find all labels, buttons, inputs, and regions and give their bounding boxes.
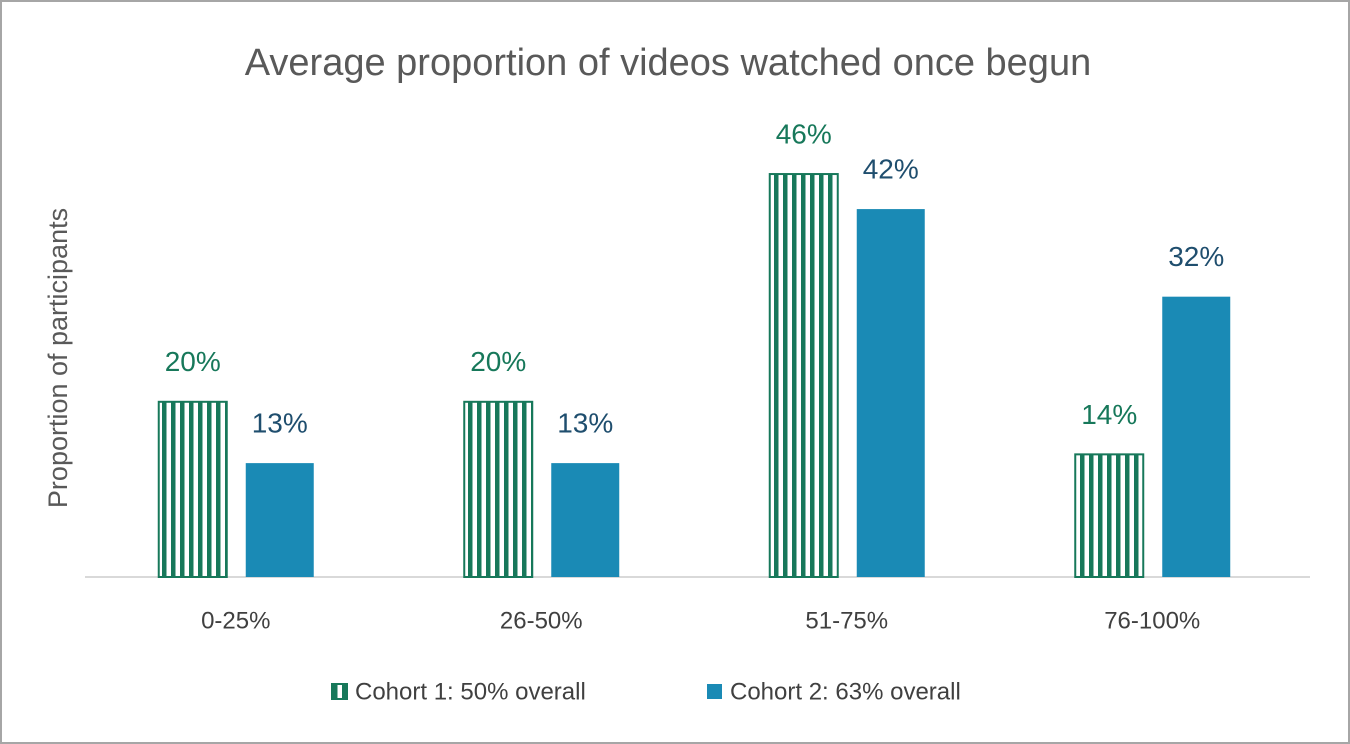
- bar: [1074, 453, 1145, 578]
- value-label: 20%: [470, 346, 526, 377]
- value-label: 13%: [252, 408, 308, 439]
- x-tick-label: 76-100%: [1104, 607, 1200, 634]
- value-label: 20%: [165, 346, 221, 377]
- bar: [856, 209, 925, 577]
- bar: [463, 400, 534, 578]
- legend-label: Cohort 1: 50% overall: [355, 678, 586, 705]
- chart-title: Average proportion of videos watched onc…: [245, 42, 1091, 84]
- bar: [1162, 296, 1231, 577]
- value-label: 46%: [776, 118, 832, 149]
- value-label: 32%: [1168, 241, 1224, 272]
- legend-swatch: [331, 683, 348, 700]
- bar: [245, 463, 314, 577]
- value-label: 14%: [1081, 399, 1137, 430]
- value-label: 13%: [557, 408, 613, 439]
- bar: [551, 463, 620, 577]
- legend-label: Cohort 2: 63% overall: [730, 678, 961, 705]
- x-tick-label: 0-25%: [201, 607, 270, 634]
- legend-swatch: [707, 684, 722, 699]
- bar: [157, 400, 228, 578]
- value-label: 42%: [863, 153, 919, 184]
- x-tick-label: 26-50%: [500, 607, 583, 634]
- y-axis-label: Proportion of participants: [43, 208, 73, 508]
- bar: [768, 173, 839, 578]
- x-tick-label: 51-75%: [805, 607, 888, 634]
